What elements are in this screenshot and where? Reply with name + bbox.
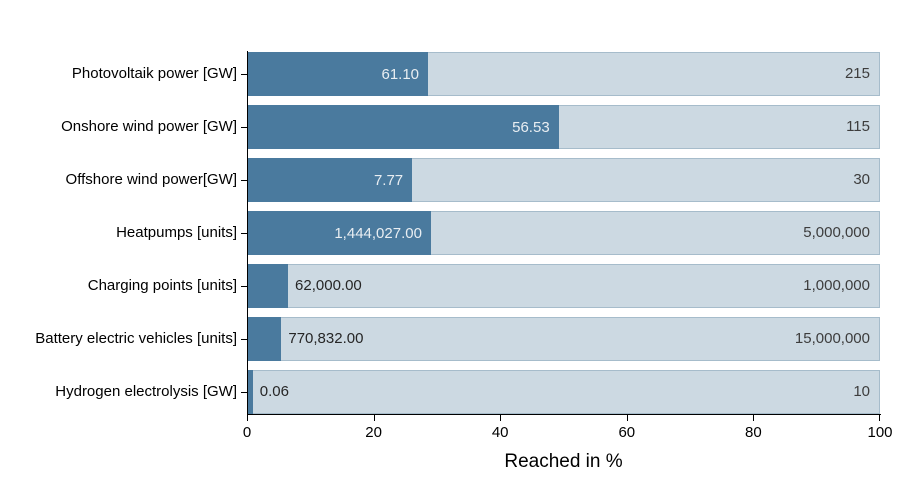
reached-bar: 770,832.00 bbox=[248, 317, 282, 361]
bar-row-battery-vehicles: Battery electric vehicles [units] 770,83… bbox=[35, 317, 880, 361]
category-label: Onshore wind power [GW] bbox=[61, 118, 237, 135]
target-value-label: 30 bbox=[853, 171, 870, 188]
reached-value-label-outside: 770,832.00 bbox=[288, 330, 364, 347]
target-track: 0.06 0.06 10 bbox=[248, 370, 880, 414]
x-tick bbox=[373, 415, 375, 421]
target-value-label: 5,000,000 bbox=[803, 224, 870, 241]
bar-row-onshore-wind: Onshore wind power [GW] 56.53 56.53 115 bbox=[61, 105, 880, 149]
bar-rows: Photovoltaik power [GW] 61.10 61.10 215 … bbox=[35, 52, 880, 414]
reached-value-label: 61.10 bbox=[381, 65, 420, 83]
target-track: 62,000.00 62,000.00 1,000,000 bbox=[248, 264, 880, 308]
target-value-label: 115 bbox=[846, 118, 870, 135]
y-axis-line bbox=[247, 51, 248, 415]
x-tick-label: 100 bbox=[867, 424, 893, 441]
target-value-label: 15,000,000 bbox=[794, 330, 870, 347]
reached-value-label-outside: 0.06 bbox=[259, 383, 289, 400]
x-tick bbox=[753, 415, 755, 421]
bar-row-heatpumps: Heatpumps [units] 1,444,027.00 1,444,027… bbox=[116, 211, 880, 255]
target-value-label: 215 bbox=[844, 65, 870, 82]
x-tick bbox=[500, 415, 502, 421]
x-tick-label: 60 bbox=[618, 424, 636, 441]
category-label: Photovoltaik power [GW] bbox=[71, 65, 237, 82]
bar-row-charging-points: Charging points [units] 62,000.00 62,000… bbox=[88, 264, 880, 308]
category-label: Heatpumps [units] bbox=[116, 224, 237, 241]
x-tick bbox=[879, 415, 880, 421]
reached-value-label-outside: 62,000.00 bbox=[295, 277, 362, 294]
reached-bar: 62,000.00 bbox=[248, 264, 289, 308]
target-value-label: 10 bbox=[853, 383, 870, 400]
reached-bar: 7.77 bbox=[248, 158, 413, 202]
category-label: Offshore wind power[GW] bbox=[65, 171, 237, 188]
x-axis-line bbox=[247, 414, 881, 415]
x-tick-label: 40 bbox=[491, 424, 509, 441]
bar-row-photovoltaik: Photovoltaik power [GW] 61.10 61.10 215 bbox=[72, 52, 880, 96]
x-tick-label: 80 bbox=[745, 424, 762, 441]
target-value-label: 1,000,000 bbox=[803, 277, 870, 294]
x-tick-label: 0 bbox=[242, 424, 252, 441]
category-label: Charging points [units] bbox=[87, 277, 237, 294]
category-label: Hydrogen electrolysis [GW] bbox=[55, 383, 237, 400]
reached-bar: 61.10 bbox=[248, 52, 429, 96]
bar-row-offshore-wind: Offshore wind power[GW] 7.77 7.77 30 bbox=[66, 158, 880, 202]
target-track: 1,444,027.00 1,444,027.00 5,000,000 bbox=[248, 211, 880, 255]
target-track: 7.77 7.77 30 bbox=[248, 158, 880, 202]
reached-bar: 0.06 bbox=[248, 370, 253, 414]
target-track: 61.10 61.10 215 bbox=[248, 52, 880, 96]
x-tick bbox=[247, 415, 248, 421]
reached-value-label: 7.77 bbox=[373, 171, 404, 189]
target-track: 56.53 56.53 115 bbox=[248, 105, 880, 149]
x-tick bbox=[626, 415, 628, 421]
x-axis-title: Reached in % bbox=[504, 451, 623, 472]
target-track: 770,832.00 770,832.00 15,000,000 bbox=[248, 317, 880, 361]
bar-row-hydrogen: Hydrogen electrolysis [GW] 0.06 0.06 10 bbox=[55, 370, 880, 414]
x-axis-tick-labels: 0 20 40 60 80 100 bbox=[243, 424, 893, 442]
reached-value-label: 1,444,027.00 bbox=[334, 224, 422, 242]
x-tick-label: 20 bbox=[365, 424, 382, 441]
x-axis-ticks bbox=[247, 415, 880, 421]
reached-value-label: 56.53 bbox=[512, 118, 550, 136]
reached-bar: 1,444,027.00 bbox=[248, 211, 431, 255]
category-label: Battery electric vehicles [units] bbox=[35, 330, 237, 347]
reached-bar: 56.53 bbox=[248, 105, 559, 149]
